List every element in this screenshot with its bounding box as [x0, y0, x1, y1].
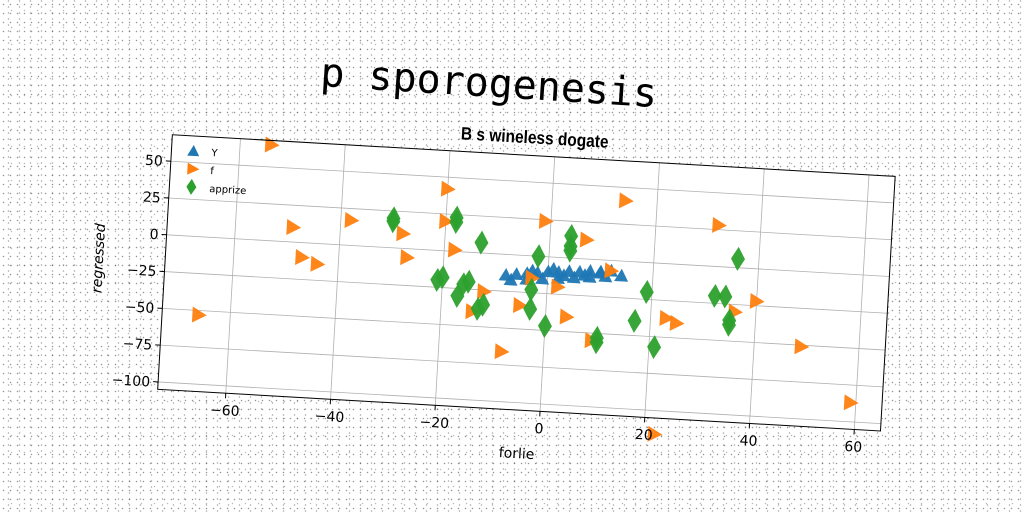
data-point-f — [647, 425, 663, 442]
data-point-y — [535, 271, 550, 285]
y-gridline — [158, 381, 881, 425]
data-point-apprize — [537, 314, 552, 338]
legend-marker-y — [187, 144, 200, 157]
data-point-y — [577, 268, 592, 282]
data-point-apprize — [461, 269, 476, 294]
data-point-f — [295, 249, 310, 265]
data-point-apprize — [386, 209, 401, 234]
data-point-y — [503, 272, 518, 286]
data-point-f — [344, 211, 360, 228]
y-gridline — [162, 307, 886, 351]
data-point-apprize — [523, 296, 538, 321]
y-tick-label: −75 — [122, 336, 152, 354]
data-point-f — [843, 394, 859, 411]
data-point-y — [556, 268, 571, 282]
y-tick-label: 50 — [145, 153, 164, 170]
legend-label-y: Y — [210, 148, 219, 159]
x-axis-label: forlie — [498, 445, 535, 463]
x-tick-label: 20 — [634, 427, 653, 444]
data-point-y — [614, 268, 629, 282]
x-gridline — [330, 144, 346, 400]
data-point-f — [440, 180, 456, 197]
y-tick-label: −50 — [124, 299, 154, 317]
x-tick-label: 60 — [844, 439, 863, 456]
data-point-f — [477, 283, 492, 300]
data-point-f — [494, 343, 510, 360]
x-gridline — [853, 174, 870, 430]
data-point-y — [593, 266, 608, 280]
plot-area: −60 −40 −20 0 20 40 60 50 25 0 −25 −50 −75 −100 forlie… — [89, 123, 896, 463]
axes-frame — [157, 134, 896, 432]
y-tick-label: −25 — [126, 262, 156, 280]
y-tick-label: 25 — [142, 190, 161, 207]
y-axis-label: regressed — [89, 223, 109, 294]
y-gridline — [170, 160, 894, 204]
legend-label-f: f — [210, 166, 215, 177]
data-point-f — [618, 192, 634, 209]
data-point-f — [669, 314, 685, 331]
data-point-apprize — [722, 308, 737, 333]
y-tick-label: 0 — [149, 227, 159, 243]
data-point-f — [538, 212, 554, 229]
x-tick-label: −20 — [419, 414, 449, 432]
data-point-f — [400, 249, 416, 266]
data-point-f — [550, 278, 566, 295]
x-gridline — [749, 168, 765, 424]
y-tick-label: −100 — [111, 372, 150, 390]
x-tick-label: −40 — [314, 408, 344, 426]
y-gridline — [166, 234, 890, 277]
legend-label-apprize: apprize — [209, 184, 247, 197]
data-point-apprize — [563, 238, 578, 263]
legend-marker-apprize — [186, 178, 197, 195]
data-point-f — [513, 297, 528, 313]
data-point-apprize — [718, 284, 733, 309]
data-point-apprize — [476, 292, 491, 317]
data-point-apprize — [707, 283, 722, 308]
x-tick-label: 0 — [534, 421, 544, 437]
data-point-apprize — [474, 230, 489, 255]
data-point-apprize — [731, 246, 745, 271]
data-point-apprize — [639, 280, 654, 304]
data-point-f — [794, 338, 810, 355]
data-point-apprize — [627, 308, 642, 333]
data-point-f — [439, 213, 454, 229]
x-gridline — [225, 138, 241, 394]
data-point-f — [525, 269, 540, 286]
data-point-f — [310, 255, 326, 272]
data-point-f — [286, 218, 302, 235]
y-gridline — [160, 344, 884, 388]
data-point-f — [604, 262, 620, 279]
x-tick-label: −60 — [210, 402, 240, 420]
y-gridline — [168, 197, 892, 241]
data-point-f — [559, 308, 575, 325]
data-point-f — [659, 309, 675, 326]
chart-title: B s wineless dogate — [460, 123, 609, 152]
x-tick-label: 40 — [739, 433, 758, 450]
data-point-f — [749, 292, 765, 309]
data-point-apprize — [435, 265, 450, 290]
legend-marker-f — [187, 162, 200, 175]
data-point-f — [579, 231, 595, 248]
data-point-f — [447, 241, 463, 258]
data-point-f — [712, 216, 727, 233]
data-point-apprize — [647, 335, 662, 360]
data-point-apprize — [449, 209, 464, 234]
data-point-apprize — [589, 330, 604, 355]
data-point-y — [566, 270, 581, 284]
data-point-apprize — [531, 244, 546, 269]
data-point-apprize — [524, 277, 539, 302]
data-point-y — [546, 261, 561, 275]
data-point-f — [396, 225, 412, 242]
data-point-f — [191, 306, 207, 323]
